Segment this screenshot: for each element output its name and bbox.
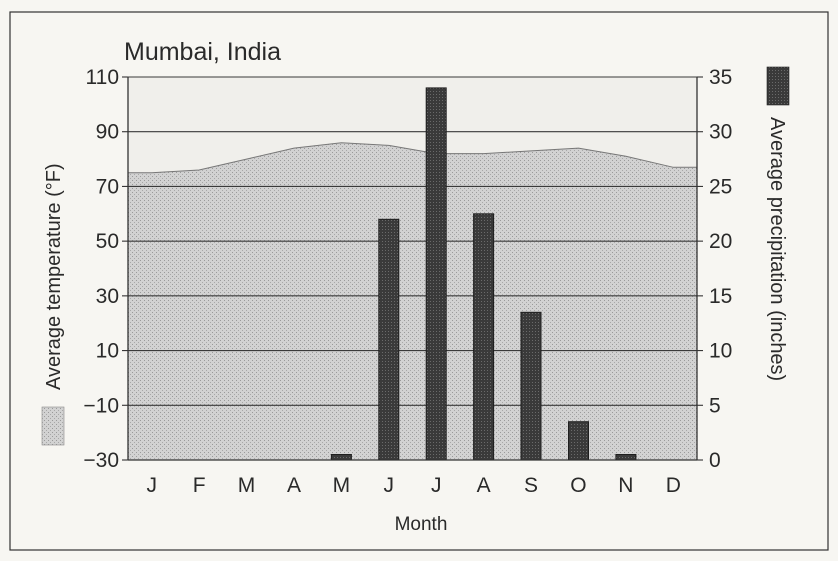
temperature-area bbox=[127, 142, 698, 461]
x-tick-label: J bbox=[384, 474, 395, 497]
right-tick-labels: 35 30 25 20 15 10 5 0 bbox=[697, 66, 732, 472]
right-tick-label: 15 bbox=[709, 285, 732, 308]
x-tick-label: A bbox=[477, 474, 491, 497]
right-tick-label: 5 bbox=[709, 394, 721, 417]
x-tick-label: S bbox=[524, 474, 538, 497]
left-tick-label: 30 bbox=[96, 285, 119, 308]
precipitation-bar bbox=[378, 218, 400, 461]
precipitation-bar bbox=[425, 87, 447, 461]
precipitation-bar bbox=[568, 421, 589, 461]
x-tick-label: N bbox=[618, 474, 633, 497]
right-tick-label: 30 bbox=[709, 121, 732, 144]
temperature-legend-swatch bbox=[41, 406, 65, 446]
chart-title: Mumbai, India bbox=[124, 38, 281, 66]
left-tick-label: 110 bbox=[86, 66, 119, 89]
left-tick-label: −10 bbox=[83, 394, 119, 417]
left-tick-label: 90 bbox=[96, 121, 119, 144]
precipitation-bar bbox=[615, 454, 637, 461]
x-axis-title: Month bbox=[395, 514, 448, 535]
left-tick-label: 10 bbox=[96, 340, 119, 363]
x-tick-label: M bbox=[238, 474, 256, 497]
right-axis-title: Average precipitation (inches) bbox=[766, 117, 788, 381]
left-tick-labels: 110 90 70 50 30 10 −10 −30 bbox=[83, 66, 128, 472]
x-tick-label: D bbox=[666, 474, 681, 497]
right-tick-label: 25 bbox=[709, 175, 732, 198]
x-tick-label: A bbox=[287, 474, 301, 497]
right-tick-label: 20 bbox=[709, 230, 732, 253]
right-tick-label: 0 bbox=[709, 449, 721, 472]
right-tick-label: 10 bbox=[709, 340, 732, 363]
left-tick-label: 70 bbox=[96, 175, 119, 198]
x-tick-label: F bbox=[193, 474, 206, 497]
left-axis-title: Average temperature (°F) bbox=[43, 163, 65, 390]
x-tick-label: O bbox=[570, 474, 586, 497]
figure-frame bbox=[9, 11, 829, 551]
x-tick-label: J bbox=[431, 474, 442, 497]
precipitation-bar bbox=[473, 213, 495, 461]
left-tick-label: −30 bbox=[83, 449, 119, 472]
grid-layer bbox=[128, 76, 697, 461]
x-tick-label: M bbox=[333, 474, 351, 497]
plot-area bbox=[127, 76, 698, 461]
precipitation-legend-swatch bbox=[766, 66, 790, 106]
left-tick-label: 50 bbox=[96, 230, 119, 253]
temperature-area-layer bbox=[127, 142, 698, 461]
precipitation-bar bbox=[520, 311, 542, 461]
x-tick-label: J bbox=[146, 474, 157, 497]
right-tick-label: 35 bbox=[709, 66, 732, 89]
precipitation-bar bbox=[330, 454, 352, 461]
